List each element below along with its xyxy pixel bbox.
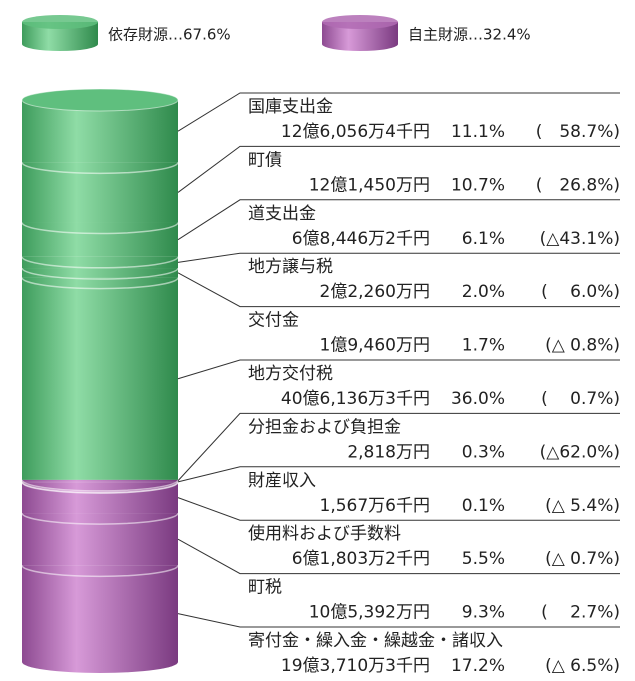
segment-edge	[21, 512, 179, 525]
legend-label: 自主財源…32.4%	[408, 26, 531, 44]
change-label: ( 0.7%)	[541, 389, 620, 409]
segment	[22, 481, 178, 483]
value-label: 5.5%	[462, 549, 505, 569]
amount-label: 6億1,803万2千円	[292, 549, 430, 569]
segment-edge	[21, 481, 179, 494]
change-label: (△ 0.7%)	[545, 549, 620, 569]
category-label: 地方交付税	[248, 364, 333, 384]
leader-line	[177, 412, 620, 482]
category-label: 交付金	[248, 311, 299, 331]
category-label: 寄付金・繰入金・繰越金・諸収入	[248, 631, 503, 651]
leader-line	[177, 466, 620, 483]
leader-line	[177, 199, 620, 241]
segment	[22, 162, 178, 223]
change-label: ( 58.7%)	[536, 122, 620, 142]
segment-edge	[21, 256, 179, 269]
value-label: 11.1%	[451, 122, 505, 142]
segment	[22, 482, 178, 514]
legend-swatch-base	[22, 37, 98, 51]
value-label: 36.0%	[451, 389, 505, 409]
category-label: 道支出金	[248, 204, 316, 224]
segment-edge	[21, 479, 179, 492]
value-label: 17.2%	[451, 656, 505, 676]
category-label: 町債	[248, 150, 282, 170]
segment	[22, 479, 178, 482]
segment	[22, 565, 178, 662]
change-label: (△43.1%)	[540, 229, 620, 249]
value-label: 10.7%	[451, 175, 505, 195]
segment	[22, 268, 178, 278]
segment-edge	[21, 162, 179, 175]
change-label: (△ 5.4%)	[545, 496, 620, 516]
cylinder-top	[21, 88, 179, 112]
change-label: ( 6.0%)	[541, 282, 620, 302]
segment-edge	[21, 277, 179, 290]
amount-label: 2億2,260万円	[320, 282, 430, 302]
amount-label: 6億8,446万2千円	[292, 229, 430, 249]
change-label: (△ 0.8%)	[545, 336, 620, 356]
segment-edge	[21, 267, 179, 280]
category-label: 財産収入	[248, 471, 316, 491]
leader-line	[177, 252, 620, 263]
legend-label: 依存財源…67.6%	[108, 26, 231, 44]
amount-label: 2,818万円	[347, 442, 430, 462]
change-label: ( 26.8%)	[536, 175, 620, 195]
category-label: 使用料および手数料	[248, 523, 401, 544]
change-label: (△62.0%)	[540, 442, 620, 462]
segment	[22, 277, 178, 480]
amount-label: 12億1,450万円	[309, 175, 430, 195]
amount-label: 40億6,136万3千円	[281, 389, 430, 409]
value-label: 0.1%	[462, 496, 505, 516]
segment-edge	[21, 565, 179, 578]
value-label: 2.0%	[462, 282, 505, 302]
leader-line	[177, 613, 620, 628]
leader-line	[177, 92, 620, 132]
leader-line	[177, 272, 620, 308]
leader-line	[177, 359, 620, 380]
amount-label: 1,567万6千円	[320, 496, 430, 516]
value-label: 6.1%	[462, 229, 505, 249]
value-label: 0.3%	[462, 442, 505, 462]
segment-edge	[21, 222, 179, 235]
value-label: 1.7%	[462, 336, 505, 356]
segment	[22, 256, 178, 269]
category-label: 分担金および負担金	[248, 417, 401, 437]
change-label: (△ 6.5%)	[545, 656, 620, 676]
legend-swatch-base	[322, 37, 398, 51]
legend-swatch-top	[22, 15, 98, 29]
amount-label: 19億3,710万3千円	[281, 656, 430, 676]
leader-line	[177, 497, 620, 521]
change-label: ( 2.7%)	[541, 603, 620, 623]
category-label: 町税	[248, 578, 282, 598]
amount-label: 1億9,460万円	[320, 336, 430, 356]
value-label: 9.3%	[462, 603, 505, 623]
category-label: 地方譲与税	[248, 257, 333, 277]
leader-line	[177, 145, 620, 193]
amount-label: 12億6,056万4千円	[281, 122, 430, 142]
legend-swatch-top	[322, 15, 398, 29]
segment	[22, 222, 178, 257]
leader-line	[177, 538, 620, 575]
category-label: 国庫支出金	[248, 97, 333, 117]
amount-label: 10億5,392万円	[309, 603, 430, 623]
